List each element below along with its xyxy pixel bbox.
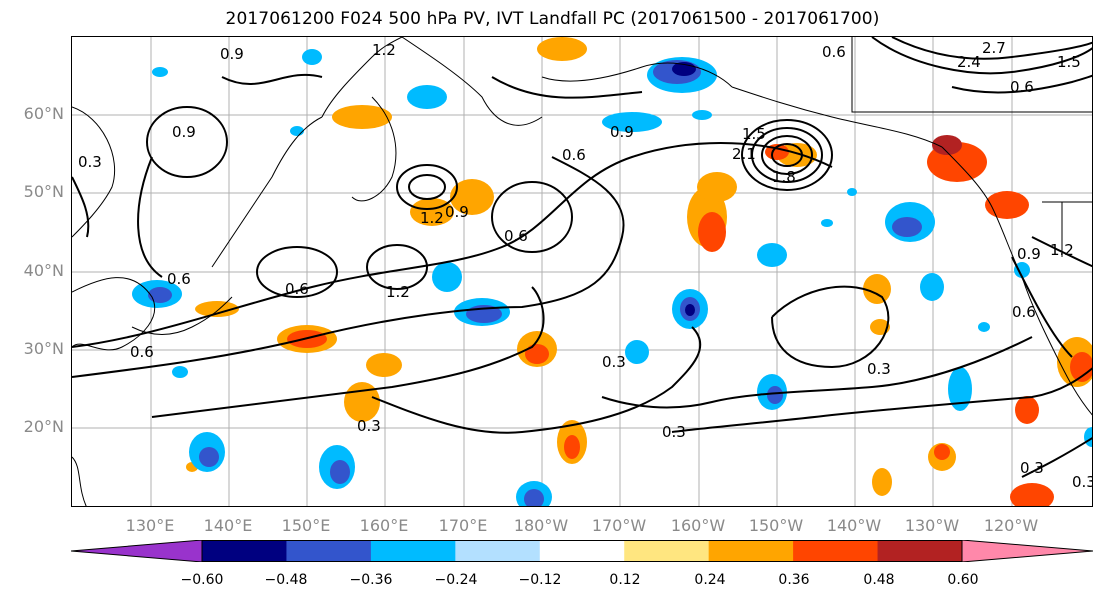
colorbar-tick: −0.60 [180,572,224,588]
colorbar-tick: 0.12 [609,572,641,588]
lon-label-120w: 120°W [983,516,1039,535]
lon-label-150w: 150°W [748,516,804,535]
contour-label: 0.6 [1012,303,1036,321]
lat-label-20n: 20°N [23,417,64,436]
contour-label: 1.5 [742,125,766,143]
lon-label-130w: 130°W [904,516,960,535]
colorbar-segment [539,540,625,562]
colorbar-tick: 0.36 [778,572,810,588]
lon-label-140e: 140°E [203,516,253,535]
lat-label-60n: 60°N [23,104,64,123]
colorbar-tick: 0.48 [863,572,895,588]
contour-label: 0.6 [167,270,191,288]
contour-label: 0.3 [662,423,686,441]
contour-label: 2.1 [732,145,756,163]
lon-label-170w: 170°W [591,516,647,535]
contour-label: 0.6 [285,280,309,298]
contour-label: 0.6 [130,343,154,361]
contour-label: 0.6 [822,43,846,61]
map-plot-area: 0.9 1.2 0.9 0.3 0.6 0.6 1.2 0.9 0.6 1.2 … [71,36,1093,507]
lat-label-40n: 40°N [23,261,64,280]
contour-label: 1.5 [1057,53,1081,71]
colorbar-tick: −0.36 [349,572,393,588]
contour-label: 0.3 [602,353,626,371]
colorbar-segment [286,540,372,562]
lon-label-160e: 160°E [359,516,409,535]
colorbar-tick: 0.60 [947,572,979,588]
lat-label-50n: 50°N [23,182,64,201]
colorbar-segment [370,540,456,562]
pv-contours [72,37,1092,478]
colorbar-segment [793,540,879,562]
colorbar-tick: −0.48 [264,572,308,588]
contour-labels: 0.9 1.2 0.9 0.3 0.6 0.6 1.2 0.9 0.6 1.2 … [78,39,1093,491]
lon-label-160w: 160°W [670,516,726,535]
lon-label-180w: 180°W [513,516,569,535]
colorbar-extend-low [71,540,203,562]
colorbar-tick: 0.24 [694,572,726,588]
colorbar-outline [201,540,963,562]
contour-label: 0.3 [357,417,381,435]
colorbar-segment [455,540,541,562]
contour-label: 0.9 [172,123,196,141]
contour-label: 0.3 [1020,459,1044,477]
contour-label: 2.4 [957,53,981,71]
contour-label: 0.6 [504,227,528,245]
lon-label-150e: 150°E [281,516,331,535]
lon-label-130e: 130°E [125,516,175,535]
contour-label: 0.9 [610,123,634,141]
colorbar-tick: −0.24 [434,572,478,588]
lat-label-30n: 30°N [23,339,64,358]
contour-label: 0.6 [562,146,586,164]
colorbar-segment [624,540,710,562]
contour-label: 0.6 [1010,78,1034,96]
contour-label: 1.2 [420,209,444,227]
map-title: 2017061200 F024 500 hPa PV, IVT Landfall… [225,9,880,29]
colorbar-segment [877,540,963,562]
contour-label: 0.3 [1072,473,1093,491]
contour-label: 1.2 [386,283,410,301]
contour-label: 0.9 [220,45,244,63]
contour-label: 1.8 [772,168,796,186]
contour-label: 0.3 [867,360,891,378]
colorbar [71,540,1093,562]
colorbar-segment [708,540,794,562]
contour-label: 1.2 [372,41,396,59]
contour-label: 0.9 [445,203,469,221]
lon-label-140w: 140°W [826,516,882,535]
colorbar-extend-high [961,540,1093,562]
contour-label: 2.7 [982,39,1006,57]
contour-label: 0.9 [1017,245,1041,263]
lon-label-170e: 170°E [438,516,488,535]
contour-label: 1.2 [1050,241,1074,259]
colorbar-tick: −0.12 [518,572,562,588]
colorbar-segment [202,540,287,562]
contour-label: 0.3 [78,153,102,171]
